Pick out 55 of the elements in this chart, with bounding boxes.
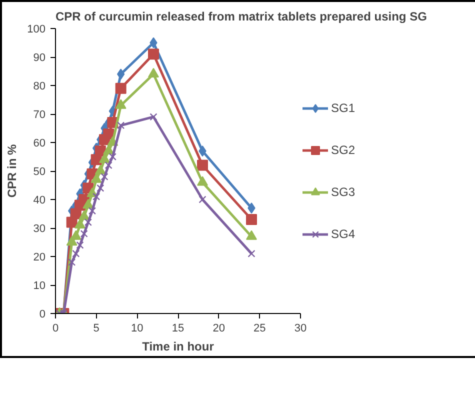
y-tick-label: 40 <box>33 194 46 206</box>
y-tick-label: 90 <box>33 52 46 64</box>
point <box>88 207 96 215</box>
point <box>84 218 92 226</box>
point <box>246 214 257 225</box>
point <box>74 218 86 229</box>
y-tick-label: 50 <box>33 166 46 178</box>
y-tick-label: 100 <box>27 24 46 36</box>
point <box>103 144 114 154</box>
point <box>197 160 208 171</box>
x-tick-label: 5 <box>93 322 100 334</box>
point <box>68 258 76 266</box>
y-tick-label: 60 <box>33 138 46 150</box>
point <box>197 176 208 186</box>
y-axis-title: CPR in % <box>5 144 20 198</box>
point <box>99 153 110 163</box>
x-axis-title: Time in hour <box>142 340 214 354</box>
x-tick-label: 30 <box>294 322 307 334</box>
point <box>76 241 84 249</box>
chart-title: CPR of curcumin released from matrix tablets prepared using SG <box>56 10 427 24</box>
point <box>150 113 158 121</box>
point <box>80 230 88 238</box>
point <box>248 250 256 258</box>
point <box>115 99 126 109</box>
x-tick-label: 20 <box>212 322 225 334</box>
y-tick-label: 10 <box>33 280 46 292</box>
point <box>96 184 104 192</box>
x-tick-label: 15 <box>172 322 184 334</box>
point <box>92 192 100 200</box>
point <box>198 196 206 204</box>
point <box>246 230 257 240</box>
legend-label: SG3 <box>331 184 356 198</box>
x-tick-label: 0 <box>52 322 59 334</box>
point <box>148 48 159 60</box>
point <box>117 122 125 130</box>
x-tick-label: 10 <box>131 322 144 334</box>
legend-label: SG1 <box>331 100 356 114</box>
point <box>94 164 106 174</box>
y-tick-label: 20 <box>33 252 46 264</box>
point <box>104 162 112 170</box>
point <box>100 172 108 180</box>
y-tick-label: 30 <box>33 223 46 235</box>
point <box>78 210 90 220</box>
y-tick-label: 0 <box>39 308 46 320</box>
point <box>115 82 126 94</box>
point <box>82 198 94 209</box>
y-tick-label: 70 <box>33 109 46 121</box>
y-tick-label: 80 <box>33 80 46 92</box>
point <box>103 128 114 140</box>
point <box>90 173 102 183</box>
x-tick-label: 25 <box>254 322 266 334</box>
point <box>108 152 116 161</box>
point <box>72 250 80 258</box>
legend-label: SG2 <box>331 142 356 156</box>
legend-label: SG4 <box>331 226 356 240</box>
